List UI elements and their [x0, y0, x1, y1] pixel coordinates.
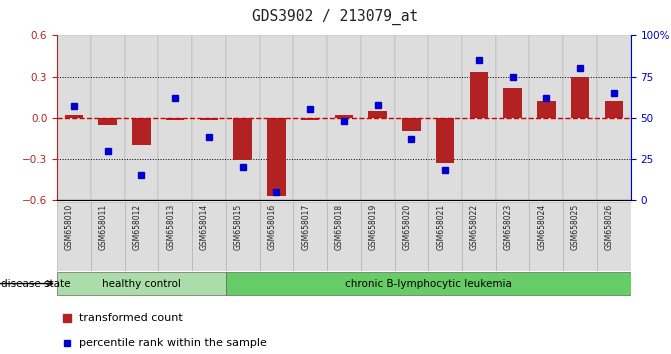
Bar	[91, 35, 125, 200]
Text: GSM658020: GSM658020	[403, 204, 411, 250]
Text: GSM658014: GSM658014	[200, 204, 209, 250]
Bar	[462, 202, 496, 271]
Bar	[293, 202, 327, 271]
Bar	[234, 118, 252, 160]
Bar	[462, 35, 496, 200]
Text: GSM658021: GSM658021	[436, 204, 445, 250]
Bar	[57, 272, 225, 295]
Bar	[597, 35, 631, 200]
Bar	[563, 35, 597, 200]
Bar	[395, 35, 428, 200]
Text: chronic B-lymphocytic leukemia: chronic B-lymphocytic leukemia	[345, 279, 512, 289]
Text: percentile rank within the sample: percentile rank within the sample	[79, 338, 266, 348]
Bar	[605, 101, 623, 118]
Bar	[436, 118, 454, 163]
Bar	[529, 202, 563, 271]
Text: GSM658025: GSM658025	[571, 204, 580, 250]
Bar	[91, 202, 125, 271]
Text: GSM658018: GSM658018	[335, 204, 344, 250]
Text: healthy control: healthy control	[102, 279, 181, 289]
Bar	[166, 118, 185, 120]
Bar	[496, 35, 529, 200]
Bar	[537, 101, 556, 118]
Bar	[395, 202, 428, 271]
Bar	[125, 35, 158, 200]
Text: GDS3902 / 213079_at: GDS3902 / 213079_at	[252, 9, 419, 25]
Bar	[125, 202, 158, 271]
Bar	[503, 87, 522, 118]
Bar	[57, 202, 91, 271]
Bar	[428, 35, 462, 200]
Bar	[597, 202, 631, 271]
Bar	[529, 35, 563, 200]
Bar	[470, 73, 488, 118]
Bar	[199, 118, 218, 120]
Bar	[64, 115, 83, 118]
Bar	[260, 35, 293, 200]
Bar	[225, 35, 260, 200]
Text: GSM658023: GSM658023	[504, 204, 513, 250]
Text: GSM658017: GSM658017	[301, 204, 310, 250]
Text: GSM658026: GSM658026	[605, 204, 614, 250]
Bar	[402, 118, 421, 131]
Bar	[260, 202, 293, 271]
Bar	[267, 118, 286, 196]
Bar	[158, 35, 192, 200]
Text: GSM658024: GSM658024	[537, 204, 546, 250]
Bar	[361, 35, 395, 200]
Text: GSM658011: GSM658011	[99, 204, 107, 250]
Text: GSM658013: GSM658013	[166, 204, 175, 250]
Bar	[301, 118, 319, 120]
Bar	[225, 272, 631, 295]
Bar	[327, 202, 361, 271]
Bar	[158, 202, 192, 271]
Bar	[99, 118, 117, 125]
Text: GSM658010: GSM658010	[65, 204, 74, 250]
Bar	[293, 35, 327, 200]
Bar	[368, 111, 387, 118]
Bar	[428, 202, 462, 271]
Text: GSM658022: GSM658022	[470, 204, 479, 250]
Text: GSM658016: GSM658016	[267, 204, 276, 250]
Bar	[225, 202, 260, 271]
Bar	[496, 202, 529, 271]
Bar	[335, 115, 353, 118]
Bar	[57, 35, 91, 200]
Bar	[563, 202, 597, 271]
Text: GSM658015: GSM658015	[234, 204, 243, 250]
Text: GSM658019: GSM658019	[368, 204, 378, 250]
Text: transformed count: transformed count	[79, 313, 183, 323]
Bar	[361, 202, 395, 271]
Text: disease state: disease state	[1, 279, 70, 289]
Bar	[571, 76, 589, 118]
Bar	[132, 118, 151, 145]
Bar	[192, 202, 225, 271]
Bar	[192, 35, 225, 200]
Text: GSM658012: GSM658012	[132, 204, 142, 250]
Bar	[327, 35, 361, 200]
